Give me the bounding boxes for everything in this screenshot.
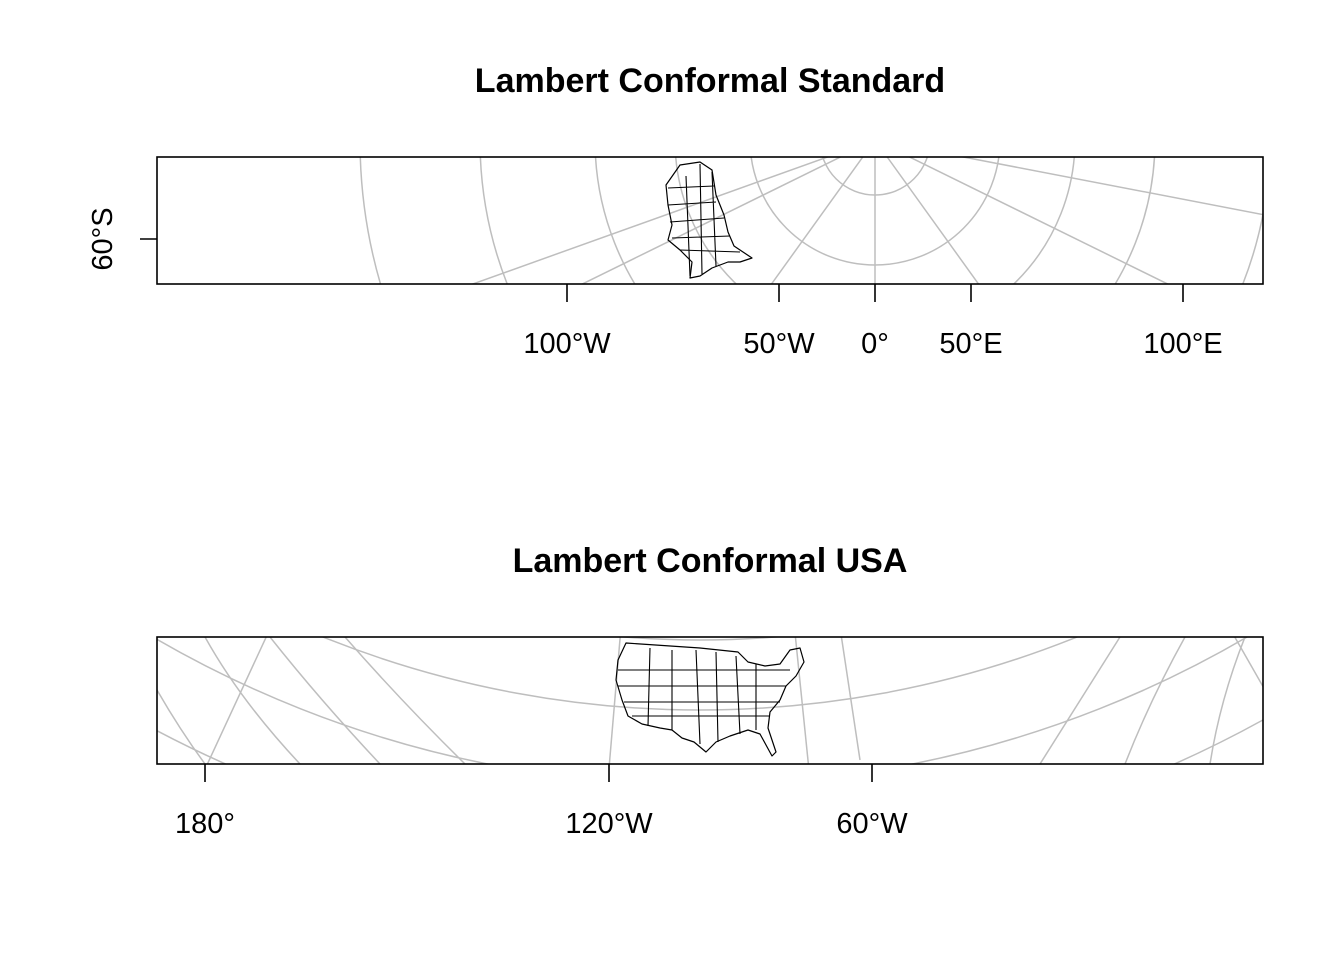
map-title: Lambert Conformal USA (513, 542, 908, 580)
bottom-tick-label: 50°W (743, 328, 815, 360)
plot-frame (156, 156, 1264, 285)
bottom-tick-label: 60°W (836, 808, 908, 840)
bottom-tick-label: 120°W (565, 808, 653, 840)
bottom-tick-label: 100°E (1143, 328, 1222, 360)
bottom-tick-label: 180° (175, 808, 235, 840)
boundaries (615, 642, 805, 757)
plot-frame (156, 636, 1264, 765)
map-standard: Lambert Conformal Standard (87, 62, 1264, 360)
bottom-tick-label: 50°E (939, 328, 1002, 360)
left-tick-label: 60°S (87, 207, 119, 270)
bottom-tick-label: 100°W (523, 328, 611, 360)
bottom-tick-label: 0° (861, 328, 889, 360)
map-title: Lambert Conformal Standard (475, 62, 945, 100)
graticule (359, 157, 1263, 284)
boundaries (665, 161, 753, 279)
